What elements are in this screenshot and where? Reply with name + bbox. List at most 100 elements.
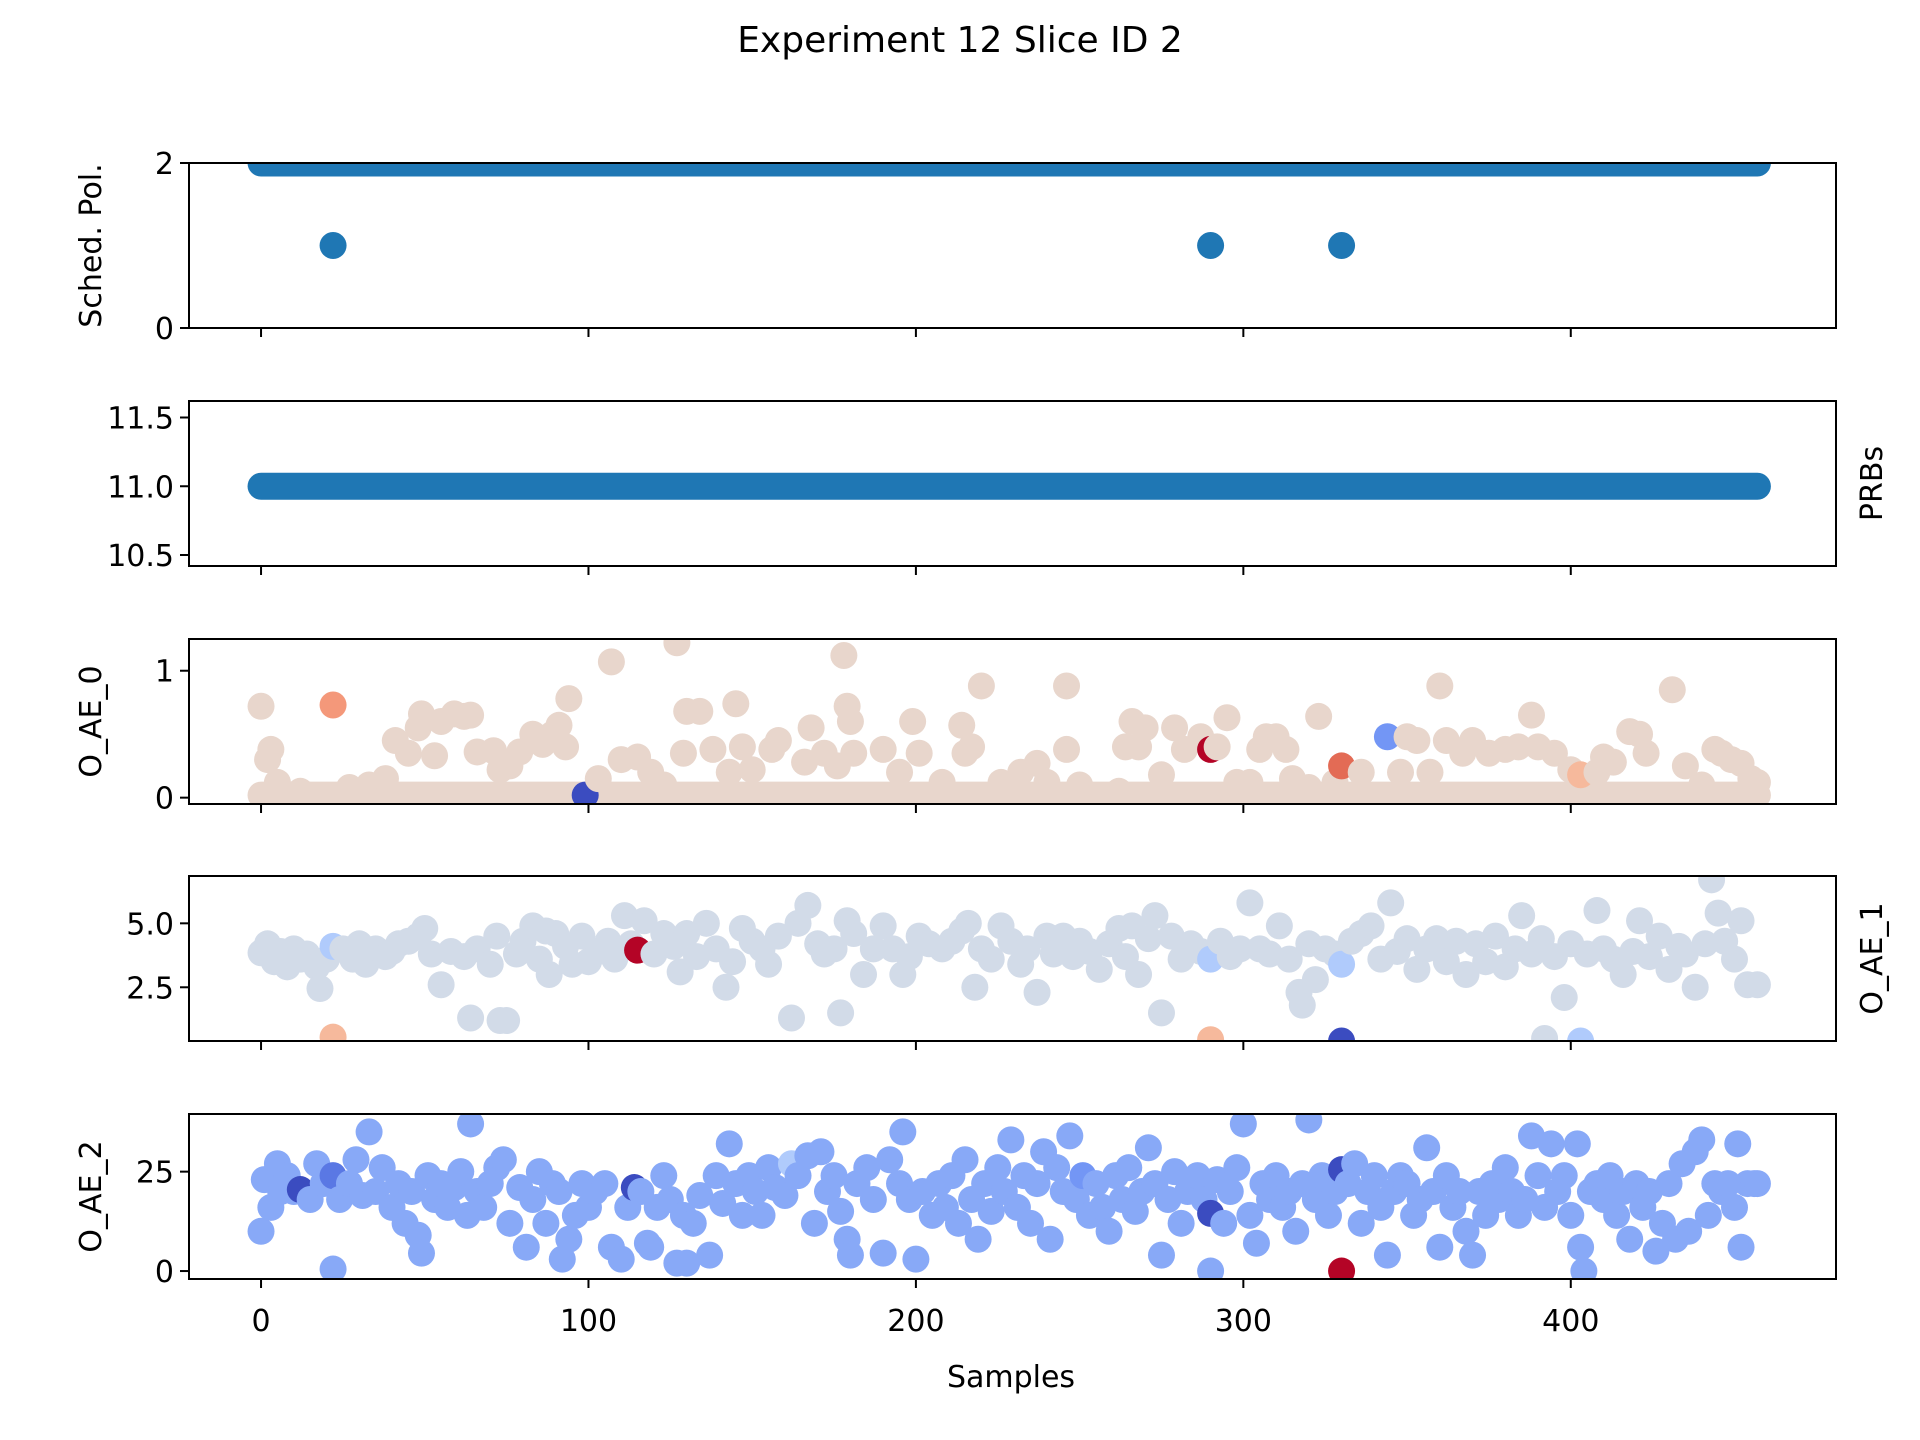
o-ae-0-point-0 <box>247 692 275 720</box>
o-ae-2-point-216 <box>1655 1170 1683 1198</box>
o-ae-0-marks <box>247 639 1771 804</box>
o-ae-1-point-67 <box>777 1004 805 1032</box>
o-ae-0-point-28 <box>555 685 583 713</box>
o-ae-2-point-44 <box>532 1209 560 1237</box>
o-ae-1-point-156 <box>1550 984 1578 1012</box>
o-ae-0-point-91 <box>1305 702 1333 730</box>
o-ae-0-point-90 <box>1295 774 1323 801</box>
o-ae-0-frame <box>188 638 1837 805</box>
o-ae-0-point-8 <box>371 765 399 793</box>
o-ae-2-point-38 <box>489 1146 517 1174</box>
o-ae-0-point-69 <box>1053 672 1081 700</box>
o-ae-2-point-42 <box>519 1185 547 1213</box>
o-ae-1-point-142 <box>1423 925 1451 953</box>
o-ae-2-point-33 <box>457 1114 485 1138</box>
o-ae-1-point-135 <box>1357 912 1385 940</box>
o-ae-2-point-15 <box>342 1146 370 1174</box>
o-ae-2-point-147 <box>1216 1178 1244 1206</box>
o-ae-2-point-11 <box>319 1255 347 1279</box>
o-ae-2-point-74 <box>728 1201 756 1229</box>
o-ae-0-point-26 <box>545 711 573 739</box>
o-ae-2-point-66 <box>673 1249 701 1277</box>
o-ae-0-point-17 <box>457 701 485 729</box>
o-ae-0-point-62 <box>958 733 986 761</box>
o-ae-0-point-2 <box>257 735 285 763</box>
o-ae-2-point-71 <box>709 1189 737 1217</box>
o-ae-1-marks <box>247 876 1771 1041</box>
chart-title: Experiment 12 Slice ID 2 <box>737 20 1183 61</box>
o-ae-2-point-202 <box>1567 1233 1595 1261</box>
o-ae-1-point-109 <box>1141 902 1169 930</box>
o-ae-1-point-110 <box>1147 999 1175 1027</box>
o-ae-2-point-105 <box>944 1209 972 1237</box>
o-ae-2-point-214 <box>1642 1237 1670 1265</box>
o-ae-2-point-136 <box>1147 1241 1175 1269</box>
o-ae-1-point-140 <box>1403 955 1431 983</box>
o-ae-0-point-118 <box>1658 676 1686 704</box>
o-ae-0-point-42 <box>722 690 750 718</box>
o-ae-0-point-59 <box>928 768 956 796</box>
prbs-ytick-label-0: 10.5 <box>107 539 174 574</box>
o-ae-2-point-227 <box>1724 1130 1752 1158</box>
o-ae-2-point-172 <box>1373 1241 1401 1269</box>
subplot-sched-pol: 0 2 Sched. Pol. <box>74 147 1837 347</box>
o-ae-2-point-195 <box>1524 1162 1552 1190</box>
o-ae-2-point-138 <box>1161 1158 1189 1186</box>
o-ae-1-point-94 <box>1013 935 1041 963</box>
prbs-ylabel: PRBs <box>1855 446 1890 521</box>
o-ae-0-point-70 <box>1066 771 1094 799</box>
o-ae-0-point-99 <box>1416 758 1444 786</box>
o-ae-2-point-25 <box>407 1239 435 1267</box>
o-ae-0-point-117 <box>1632 739 1660 767</box>
o-ae-0-point-98 <box>1403 727 1431 755</box>
o-ae-1-point-137 <box>1377 889 1405 917</box>
o-ae-2-point-111 <box>984 1154 1012 1182</box>
o-ae-2-point-200 <box>1557 1201 1585 1229</box>
o-ae-1-point-171 <box>1681 973 1709 1001</box>
o-ae-0-point-41 <box>715 758 743 786</box>
o-ae-2-point-134 <box>1134 1134 1162 1162</box>
o-ae-2-point-84 <box>800 1209 828 1237</box>
subplots: 0 2 Sched. Pol. 10.5 11.0 11.5 PRBs 0 1 O_AE_0 2.5… <box>74 147 1890 1339</box>
o-ae-2-point-41 <box>512 1233 540 1261</box>
o-ae-0-point-100 <box>1426 672 1454 700</box>
o-ae-0-point-54 <box>840 739 868 767</box>
o-ae-0-point-46 <box>764 727 792 755</box>
o-ae-1-point-143 <box>1432 948 1460 976</box>
o-ae-2-point-60 <box>637 1233 665 1261</box>
o-ae-2-point-185 <box>1459 1241 1487 1269</box>
o-ae-2-point-92 <box>853 1154 881 1182</box>
o-ae-2-point-39 <box>496 1209 524 1237</box>
o-ae-1-point-81 <box>895 943 923 971</box>
o-ae-0-point-53 <box>836 708 864 735</box>
o-ae-2-point-128 <box>1095 1217 1123 1245</box>
o-ae-2-point-31 <box>447 1158 475 1186</box>
o-ae-1-point-174 <box>1704 899 1732 927</box>
o-ae-0-point-43 <box>728 733 756 761</box>
o-ae-0-point-5 <box>319 691 347 719</box>
o-ae-2-point-97 <box>889 1118 917 1146</box>
o-ae-1-point-95 <box>1023 978 1051 1006</box>
o-ae-2-point-69 <box>696 1241 724 1269</box>
o-ae-2-point-165 <box>1328 1257 1356 1279</box>
o-ae-2-point-221 <box>1688 1126 1716 1154</box>
o-ae-1-point-108 <box>1134 925 1162 953</box>
prbs-ytick-label-1: 11.0 <box>107 470 174 505</box>
o-ae-2-point-17 <box>355 1118 383 1146</box>
o-ae-0-point-37 <box>669 739 697 767</box>
o-ae-2-point-228 <box>1727 1233 1755 1261</box>
o-ae-1-point-154 <box>1531 1024 1559 1041</box>
o-ae-0-point-71 <box>1105 777 1133 804</box>
o-ae-2-point-120 <box>1043 1154 1071 1182</box>
o-ae-2-point-148 <box>1223 1154 1251 1182</box>
o-ae-0-ytick-label-0: 0 <box>155 782 174 817</box>
o-ae-1-point-166 <box>1635 943 1663 971</box>
o-ae-0-point-81 <box>1203 733 1231 761</box>
o-ae-0-point-60 <box>948 711 976 739</box>
o-ae-1-point-158 <box>1567 1027 1595 1041</box>
o-ae-1-point-28 <box>457 1004 485 1032</box>
o-ae-2-point-72 <box>715 1130 743 1158</box>
o-ae-1-point-31 <box>483 922 511 950</box>
o-ae-0-point-107 <box>1517 701 1545 729</box>
